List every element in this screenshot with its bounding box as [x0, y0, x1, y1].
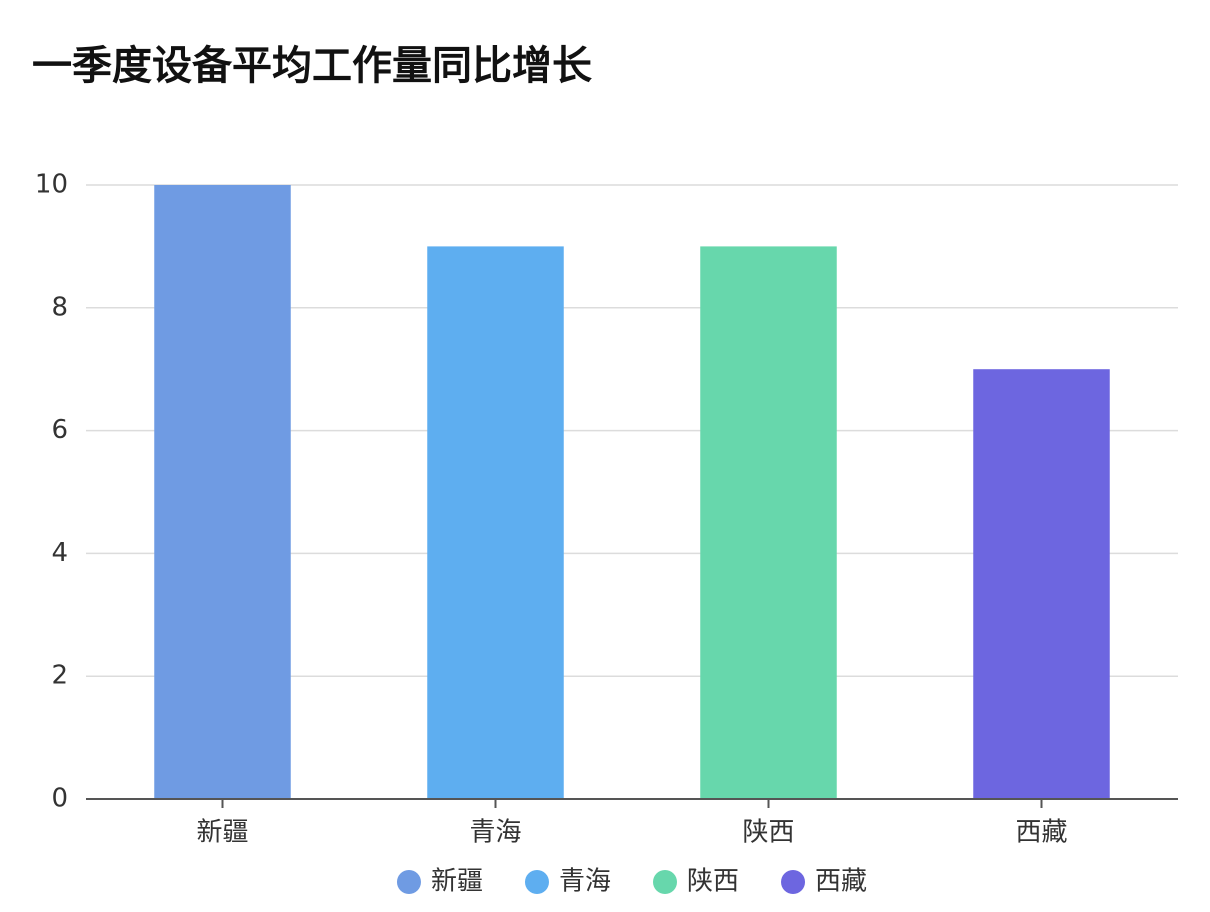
bar: [973, 369, 1110, 799]
x-tick-label: 青海: [469, 818, 521, 848]
bar: [154, 185, 291, 799]
y-tick-label: 6: [51, 415, 68, 445]
legend-marker: [524, 870, 549, 894]
y-tick-label: 2: [51, 661, 68, 691]
x-tick-label: 陕西: [742, 818, 794, 848]
legend-label: 陕西: [687, 867, 739, 897]
legend-marker: [396, 870, 421, 894]
legend-label: 青海: [559, 867, 611, 897]
y-tick-label: 0: [51, 784, 68, 814]
bar: [427, 246, 564, 799]
y-tick-label: 8: [51, 292, 68, 322]
x-tick-label: 西藏: [1015, 818, 1067, 848]
legend-label: 新疆: [431, 867, 483, 897]
legend-marker: [653, 870, 677, 894]
chart-title: 一季度设备平均工作量同比增长: [32, 43, 592, 89]
y-tick-label: 4: [51, 538, 68, 568]
legend-label: 西藏: [815, 867, 867, 897]
x-tick-label: 新疆: [196, 818, 248, 848]
legend: 新疆 青海 陕西 西藏: [396, 867, 867, 897]
bar: [700, 246, 837, 799]
y-tick-label: 10: [35, 170, 68, 200]
legend-marker: [781, 870, 806, 894]
